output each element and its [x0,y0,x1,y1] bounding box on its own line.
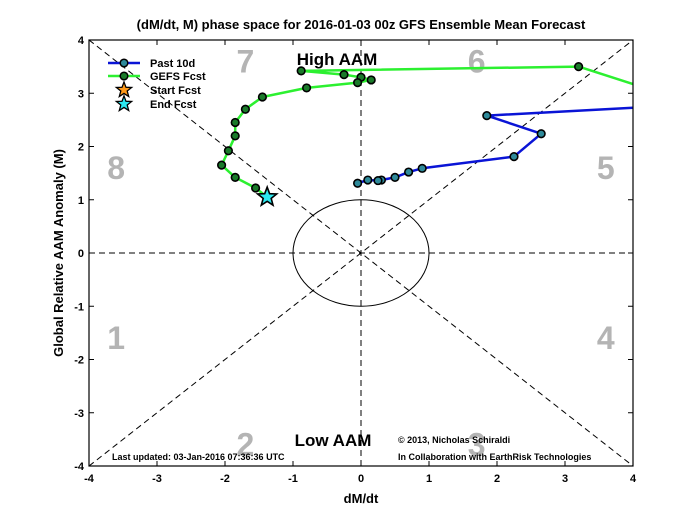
gefs-fcst-point [353,77,363,88]
copyright-text: © 2013, Nicholas Schiraldi [398,435,510,445]
y-tick-label: -1 [74,301,84,313]
y-tick-label: -3 [74,408,84,420]
chart-title: (dM/dt, M) phase space for 2016-01-03 00… [137,17,586,32]
y-axis-label: Global Relative AAM Anomaly (M) [51,149,66,357]
collaboration-text: In Collaboration with EarthRisk Technolo… [398,452,591,462]
phase-label-5: 5 [597,150,615,186]
legend-gefs-label: GEFS Fcst [150,71,206,83]
gefs-fcst-point [257,92,268,102]
phase-label-1: 1 [107,320,125,356]
past-10d-point [353,178,363,188]
series-layer [217,62,658,208]
x-tick-label: -3 [152,473,162,485]
legend-end-label: End Fcst [150,99,197,111]
legend-past-label: Past 10d [150,58,195,70]
phase-label-4: 4 [597,320,615,356]
legend-past-marker [119,58,129,68]
x-axis-label: dM/dt [344,491,379,506]
gefs-fcst-point [573,62,584,72]
legend-start-star-icon [114,80,134,98]
gefs-fcst-point [223,146,233,156]
phase-label-6: 6 [468,43,486,79]
last-updated-text: Last updated: 03-Jan-2016 07:36:36 UTC [112,452,285,462]
past-10d-point [390,172,400,182]
gefs-fcst-point [230,172,240,182]
legend-start-label: Start Fcst [150,85,201,97]
gefs-fcst-point [217,160,227,170]
x-tick-label: 3 [562,473,568,485]
phase-label-8: 8 [107,150,125,186]
diagonal-guide-falling [89,40,633,466]
past-10d-point [363,175,373,185]
past-10d-point [373,175,383,186]
past-10d-point [650,103,658,111]
x-tick-label: 4 [630,473,637,485]
phase-label-7: 7 [237,43,255,79]
unit-circle [292,199,430,307]
legend-gefs-marker [119,71,129,81]
x-tick-label: 1 [426,473,432,485]
end-forecast-star-icon [255,184,279,208]
y-tick-label: 3 [78,88,84,100]
x-tick-label: 0 [358,473,364,485]
past-10d-point [404,167,414,177]
y-tick-label: -4 [74,461,85,473]
past-10d-point [482,111,492,121]
x-tick-label: -1 [288,473,298,485]
y-tick-label: 4 [78,35,85,47]
gefs-fcst-point [302,83,312,93]
y-tick-label: -2 [74,355,84,367]
x-tick-label: -4 [84,473,95,485]
gefs-fcst-point [230,117,240,128]
gefs-fcst-point [339,70,349,80]
gefs-fcst-point [650,87,658,95]
series-line-gefs-fcst [220,65,633,199]
gefs-fcst-point [251,183,261,193]
legend-end-star-icon [114,94,134,112]
phase-label-3: 3 [468,427,486,463]
phase-label-2: 2 [237,427,255,463]
low-aam-label: Low AAM [295,431,372,450]
y-tick-label: 0 [78,248,84,260]
gefs-fcst-point [240,104,250,114]
x-tick-label: 2 [494,473,500,485]
gefs-fcst-point [366,75,376,85]
phase-guides [89,40,633,466]
y-tick-label: 1 [78,195,84,207]
past-10d-point [509,152,519,162]
phase-labels: 1 2 3 4 5 6 7 8 [107,43,615,462]
x-tick-label: -2 [220,473,230,485]
past-10d-point [417,163,427,173]
past-10d-point [536,129,546,139]
gefs-fcst-point [230,131,240,141]
y-tick-label: 2 [78,142,84,154]
high-aam-label: High AAM [297,50,378,69]
legend: Past 10d GEFS Fcst Start Fcst End Fcst [108,58,206,112]
gefs-fcst-point [296,66,306,76]
